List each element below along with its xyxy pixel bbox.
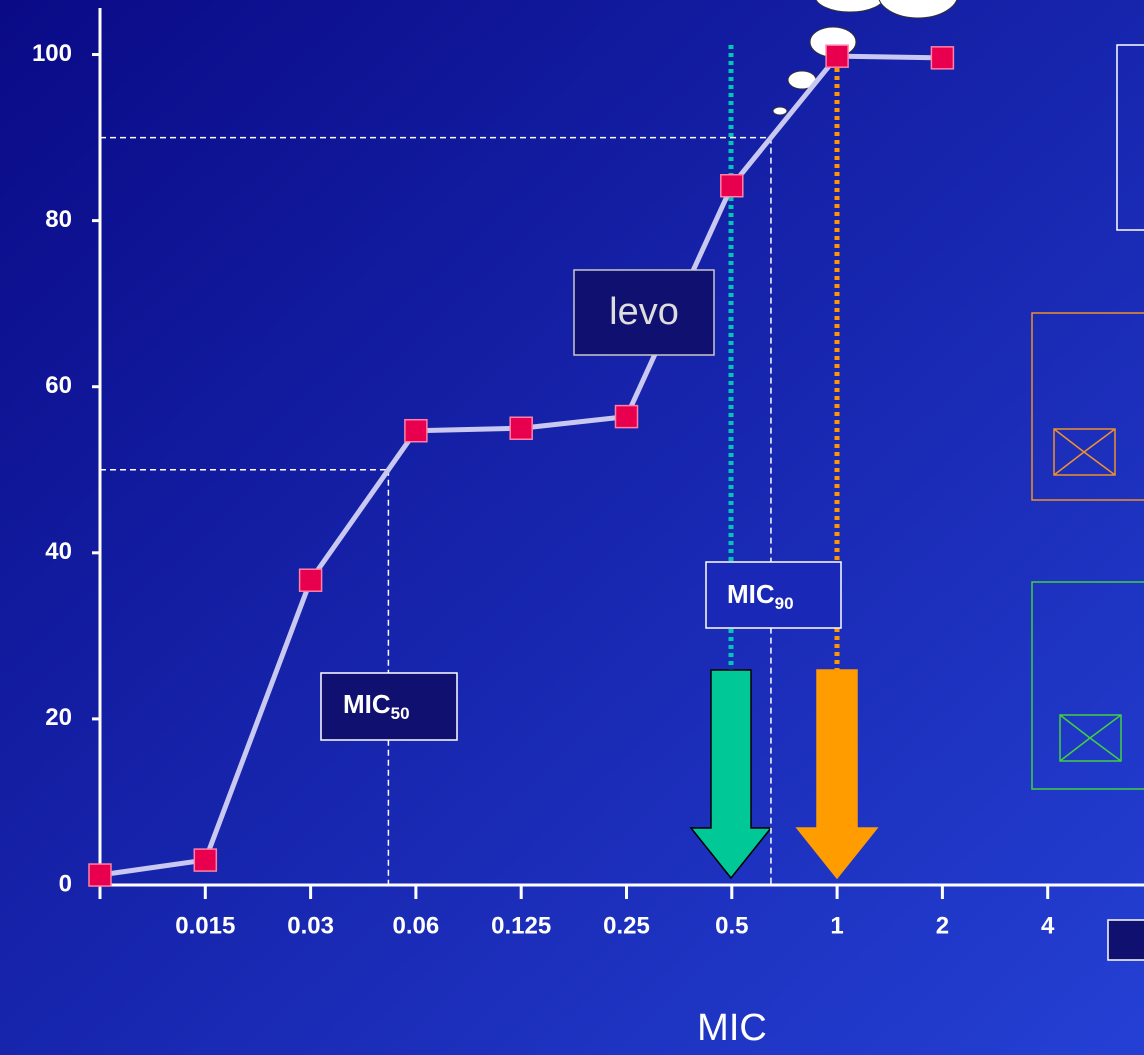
x-tick-label: 0.25 (603, 912, 650, 939)
x-axis-label: MIC (697, 1007, 767, 1049)
x-tick-label: 4 (1041, 912, 1055, 939)
marker (510, 417, 532, 439)
y-tick-label: 0 (59, 870, 72, 897)
label-main: MIC (727, 579, 775, 609)
x-tick-label: 0.5 (715, 912, 748, 939)
y-tick-label: 100 (32, 40, 72, 67)
annotation: levo (609, 291, 679, 333)
x-tick-label: 0.125 (491, 912, 551, 939)
marker (405, 420, 427, 442)
label-main: MIC (343, 689, 391, 719)
y-tick-label: 80 (45, 206, 72, 233)
marker (300, 569, 322, 591)
background (0, 0, 1144, 1055)
marker (721, 175, 743, 197)
levo-box: levo (574, 270, 714, 355)
y-tick-label: 40 (45, 538, 72, 565)
marker (826, 45, 848, 67)
x-tick-label: 0.06 (393, 912, 440, 939)
y-tick-label: 20 (45, 704, 72, 731)
x-tick-label: 0.03 (287, 912, 334, 939)
x-tick-label: 0.015 (175, 912, 235, 939)
marker (194, 849, 216, 871)
label-sub: 90 (775, 594, 794, 613)
page: {"chart_data": { "type": "line", "x_labe… (0, 0, 1144, 1055)
x-tick-label: 1 (830, 912, 843, 939)
mic50-box: MIC50 (321, 673, 457, 740)
chart: 0 20 40 60 80 100 0.015 0.03 0.06 0.125 0.25 0.5 1 2 4… (0, 0, 1144, 1055)
marker (89, 864, 111, 886)
marker (931, 47, 953, 69)
y-tick-label: 60 (45, 372, 72, 399)
label-sub: 50 (391, 704, 410, 723)
marker (616, 406, 638, 428)
mic90-box: MIC90 (706, 562, 841, 628)
x-tick-label: 2 (936, 912, 949, 939)
